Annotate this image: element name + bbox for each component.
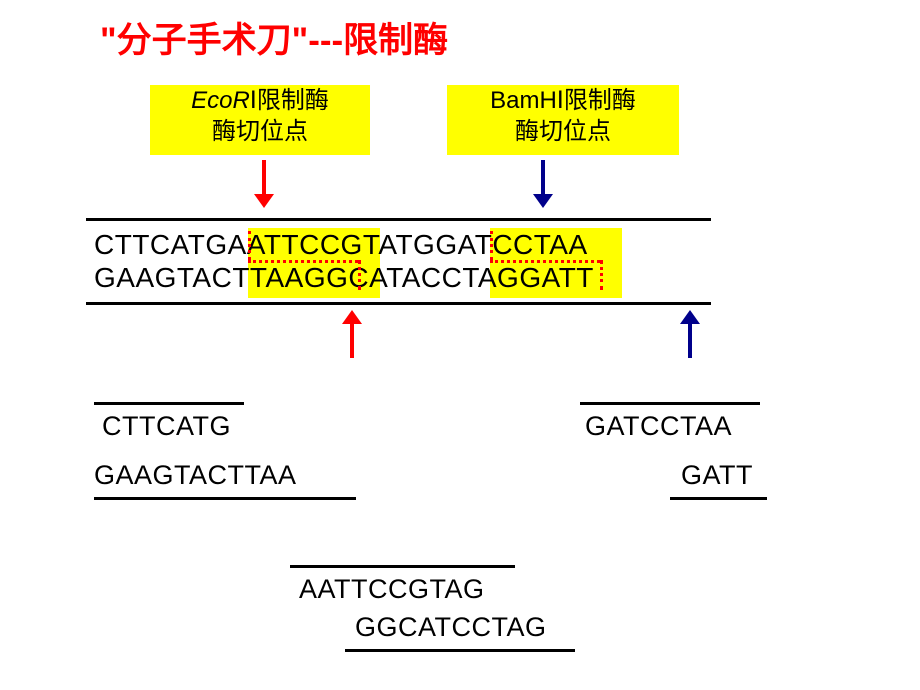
cut2-v-bot <box>600 260 603 291</box>
topBlue-arrow <box>533 160 553 208</box>
page-title: "分子手术刀"---限制酶 <box>100 12 448 63</box>
frag-midTop: AATTCCGTAG <box>299 574 485 605</box>
main-seq-bottom: GAAGTACTTAAGGCATACCTAGGATT <box>94 262 594 294</box>
frag-leftBot-line <box>94 497 356 500</box>
cut2-h <box>490 260 600 263</box>
cut1-v-bot <box>358 260 361 291</box>
main-bot-line <box>86 302 711 305</box>
main-seq-top: CTTCATGAATTCCGTATGGATCCTAA <box>94 229 588 261</box>
cut2-v-top <box>490 231 493 260</box>
ecor-line2: 酶切位点 <box>150 116 370 147</box>
botBlue-arrow-line <box>688 322 692 358</box>
ecor-italic: EcoR <box>191 87 250 114</box>
main-top-line <box>86 218 711 221</box>
topRed-arrow-head <box>254 194 274 208</box>
bamh-line1: BamHⅠ限制酶 <box>447 85 679 116</box>
botBlue-arrow-head <box>680 310 700 324</box>
frag-midTop-line <box>290 565 515 568</box>
ecor-line1: EcoRⅠ限制酶 <box>150 85 370 116</box>
bamh-label: BamHⅠ限制酶 酶切位点 <box>447 85 679 155</box>
topBlue-arrow-head <box>533 194 553 208</box>
cut1-v-top <box>248 231 251 260</box>
cut1-h <box>248 260 358 263</box>
botRed-arrow-head <box>342 310 362 324</box>
ecor-label: EcoRⅠ限制酶 酶切位点 <box>150 85 370 155</box>
frag-rightTop: GATCCTAA <box>585 411 732 442</box>
ecor-suffix: Ⅰ限制酶 <box>250 87 329 114</box>
frag-midBot: GGCATCCTAG <box>355 612 547 643</box>
topRed-arrow-line <box>262 160 266 196</box>
botRed-arrow <box>342 310 362 358</box>
botBlue-arrow <box>680 310 700 358</box>
frag-midBot-line <box>345 649 575 652</box>
topBlue-arrow-line <box>541 160 545 196</box>
bamh-line2: 酶切位点 <box>447 116 679 147</box>
frag-rightTop-line <box>580 402 760 405</box>
frag-rightBot: GATT <box>681 460 753 491</box>
botRed-arrow-line <box>350 322 354 358</box>
frag-leftTop-line <box>94 402 244 405</box>
topRed-arrow <box>254 160 274 208</box>
frag-rightBot-line <box>670 497 767 500</box>
frag-leftBot: GAAGTACTTAA <box>94 460 303 491</box>
frag-leftTop: CTTCATG <box>102 411 231 442</box>
